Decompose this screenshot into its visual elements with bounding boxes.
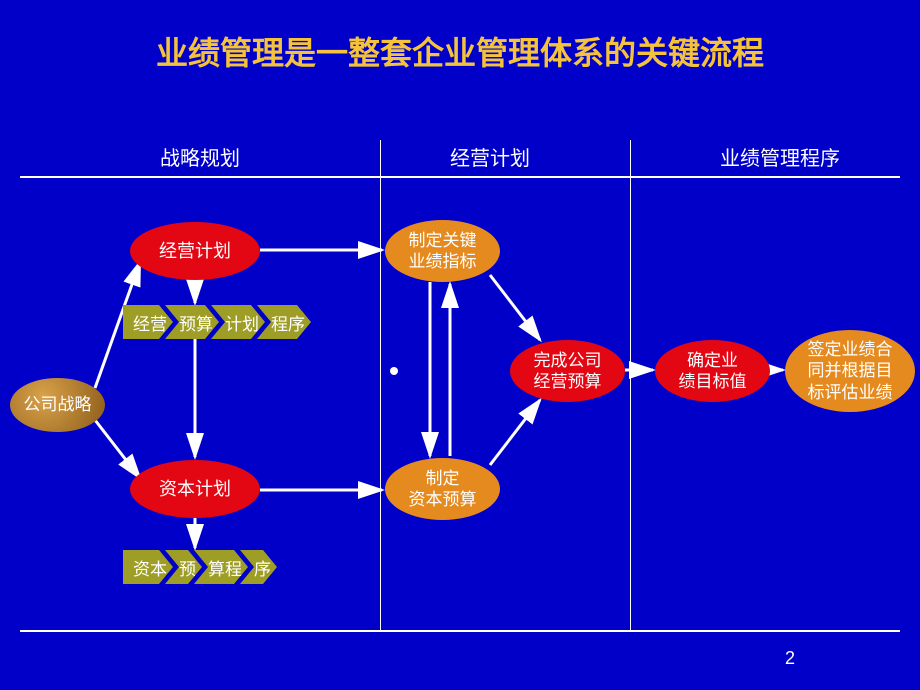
chevron-row-2: 资本 预 算程 序 <box>123 550 277 584</box>
node-cap-plan: 资本计划 <box>130 460 260 518</box>
chevron: 经营 <box>123 305 173 339</box>
node-biz-plan: 经营计划 <box>130 222 260 280</box>
node-strategy: 公司战略 <box>10 378 105 432</box>
node-kpi: 制定关键业绩指标 <box>385 220 500 282</box>
node-cap-budget: 制定资本预算 <box>385 458 500 520</box>
chevron: 计划 <box>211 305 265 339</box>
chevron: 资本 <box>123 550 173 584</box>
chevron: 预算 <box>165 305 219 339</box>
node-targets: 确定业绩目标值 <box>655 340 770 402</box>
chevron-row-1: 经营 预算 计划 程序 <box>123 305 311 339</box>
page-number: 2 <box>785 648 795 669</box>
node-contracts: 签定业绩合同并根据目标评估业绩 <box>785 330 915 412</box>
chevron: 程序 <box>257 305 311 339</box>
arrows-layer <box>0 0 920 690</box>
chevron: 算程 <box>194 550 248 584</box>
node-company-budget: 完成公司经营预算 <box>510 340 625 402</box>
dot-marker <box>390 367 398 375</box>
